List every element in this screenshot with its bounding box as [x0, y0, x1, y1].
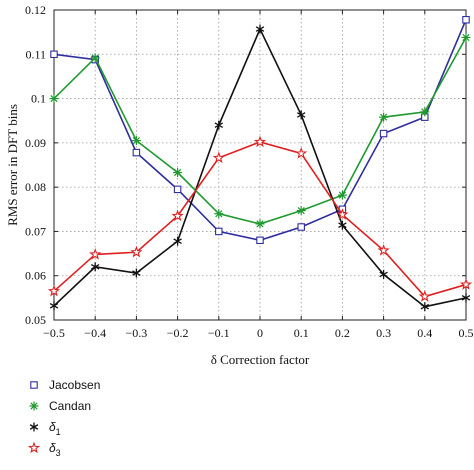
- legend-item: δ3: [27, 441, 61, 458]
- legend-label-subscript: 3: [56, 448, 61, 458]
- data-point: [255, 24, 265, 34]
- data-point: [337, 190, 347, 200]
- axes: −0.5 −0.4 −0.3 −0.2 −0.1 0 0.1 0.2 0.3 0.4 0.5 0.05…: [25, 3, 474, 340]
- data-point: [338, 220, 347, 230]
- y-tick-label: 0.08: [25, 180, 46, 194]
- x-tick-label: 0.4: [417, 326, 432, 340]
- legend-marker: [27, 441, 41, 454]
- x-tick-label: −0.5: [43, 326, 65, 340]
- x-tick-label: 0.3: [376, 326, 391, 340]
- x-tick-label: 0: [257, 326, 263, 340]
- x-tick-label: −0.4: [84, 326, 106, 340]
- data-point: [173, 236, 182, 246]
- data-point: [459, 278, 473, 290]
- legend-label-main: δ: [49, 441, 56, 455]
- legend-label-main: δ: [49, 420, 56, 434]
- data-point: [130, 245, 143, 258]
- y-tick-label: 0.1: [31, 92, 46, 106]
- grid: [54, 10, 466, 320]
- data-point: [90, 262, 100, 272]
- x-tick-label: 0.2: [335, 326, 350, 340]
- legend-item: Jacobsen: [30, 378, 100, 392]
- y-axis-title: RMS error in DFT bins: [5, 104, 20, 226]
- legend-label: Jacobsen: [49, 378, 100, 392]
- data-point: [295, 147, 308, 159]
- legend-label: Candan: [49, 399, 91, 413]
- data-point: [173, 168, 183, 178]
- data-point: [256, 236, 264, 245]
- series-candan: [49, 32, 471, 229]
- x-tick-label: −0.2: [167, 326, 189, 340]
- x-tick-label: −0.3: [126, 326, 148, 340]
- legend-label: δ3: [49, 441, 61, 458]
- data-point: [171, 209, 184, 222]
- data-point: [215, 227, 223, 236]
- data-point: [131, 136, 141, 146]
- x-axis-title: δ Correction factor: [211, 352, 310, 367]
- x-tick-label: 0.1: [294, 326, 309, 340]
- data-point: [296, 110, 306, 120]
- data-point: [462, 15, 470, 24]
- data-point: [461, 293, 471, 303]
- data-point: [255, 219, 265, 229]
- series-δ1: [49, 24, 471, 312]
- y-tick-label: 0.05: [25, 313, 46, 327]
- data-point: [379, 129, 388, 138]
- series-layer: [47, 15, 473, 312]
- legend-label: δ1: [49, 420, 61, 437]
- data-point: [214, 209, 224, 219]
- data-point: [214, 120, 224, 130]
- data-point: [49, 301, 59, 311]
- x-tick-label: 0.5: [459, 326, 474, 340]
- y-tick-label: 0.12: [25, 3, 46, 17]
- data-point: [418, 290, 431, 302]
- data-point: [296, 206, 306, 216]
- data-point: [212, 151, 225, 164]
- data-point: [89, 248, 102, 260]
- data-point: [132, 148, 141, 157]
- data-point: [253, 135, 267, 148]
- data-point: [420, 107, 430, 117]
- legend-item: Candan: [29, 399, 91, 413]
- data-point: [297, 223, 305, 231]
- x-tick-label: −0.1: [208, 326, 230, 340]
- data-point: [173, 185, 182, 194]
- data-point: [461, 32, 471, 42]
- y-tick-label: 0.07: [25, 224, 46, 238]
- legend-marker: [29, 401, 39, 411]
- data-point: [132, 268, 141, 278]
- data-point: [377, 244, 390, 256]
- legend-marker: [30, 381, 38, 389]
- legend-marker: [29, 422, 39, 432]
- legend-item: δ1: [29, 420, 61, 437]
- data-point: [50, 50, 58, 59]
- series-δ3: [47, 135, 473, 302]
- data-point: [379, 269, 388, 279]
- data-point: [49, 94, 59, 104]
- y-tick-label: 0.06: [25, 269, 46, 283]
- data-point: [420, 302, 430, 312]
- data-point: [379, 112, 389, 122]
- y-tick-label: 0.11: [25, 47, 46, 61]
- legend-label-subscript: 1: [56, 427, 61, 437]
- data-point: [47, 284, 61, 297]
- data-point: [336, 208, 349, 220]
- data-point: [90, 53, 100, 63]
- y-tick-label: 0.09: [25, 136, 46, 150]
